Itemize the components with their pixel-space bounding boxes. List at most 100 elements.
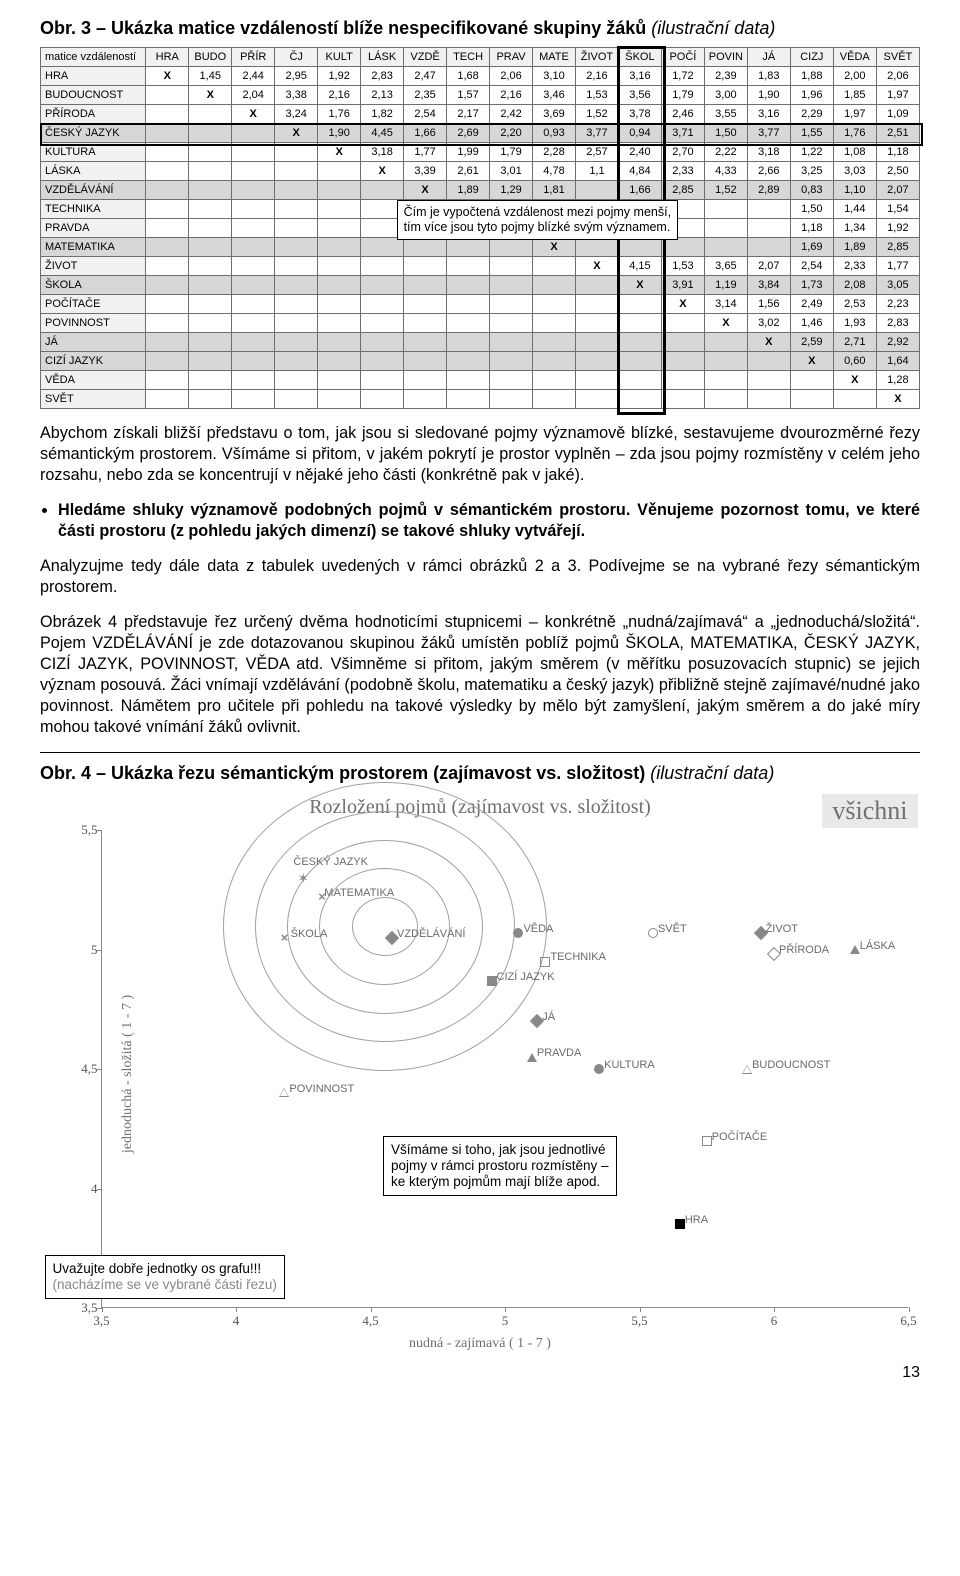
table-cell bbox=[704, 200, 747, 219]
table-cell: 2,47 bbox=[404, 67, 447, 86]
table-cell bbox=[490, 352, 533, 371]
table-cell: 3,56 bbox=[618, 86, 661, 105]
table-cell: 2,46 bbox=[661, 105, 704, 124]
paragraph-3: Obrázek 4 představuje řez určený dvěma h… bbox=[40, 612, 920, 738]
fig4-callout-inner: Všímáme si toho, jak jsou jednotlivé poj… bbox=[383, 1136, 617, 1196]
table-cell: X bbox=[275, 124, 318, 143]
table-cell: 1,85 bbox=[833, 86, 876, 105]
table-cell bbox=[361, 333, 404, 352]
data-point: ŽIVOT bbox=[756, 927, 766, 939]
table-cell: 2,53 bbox=[833, 295, 876, 314]
table-cell bbox=[747, 371, 790, 390]
xtick: 4,5 bbox=[362, 1313, 378, 1329]
table-cell bbox=[146, 200, 189, 219]
table-cell: 2,04 bbox=[232, 86, 275, 105]
data-point: ✶ČESKÝ JAZYK bbox=[297, 872, 309, 884]
table-cell: 3,84 bbox=[747, 276, 790, 295]
table-cell bbox=[447, 371, 490, 390]
chart-badge: všichni bbox=[822, 794, 917, 828]
table-cell: 1,97 bbox=[833, 105, 876, 124]
table-cell bbox=[318, 333, 361, 352]
table-cell bbox=[575, 238, 618, 257]
table-cell: 2,54 bbox=[404, 105, 447, 124]
table-cell bbox=[275, 257, 318, 276]
table-cell: 1,50 bbox=[704, 124, 747, 143]
table-cell: X bbox=[704, 314, 747, 333]
row-label: POČÍTAČE bbox=[41, 295, 146, 314]
table-cell: 1,66 bbox=[404, 124, 447, 143]
table-cell: X bbox=[747, 333, 790, 352]
table-cell: X bbox=[790, 352, 833, 371]
table-cell bbox=[575, 390, 618, 409]
table-cell bbox=[404, 314, 447, 333]
table-cell bbox=[704, 371, 747, 390]
data-point: BUDOUCNOST bbox=[742, 1063, 752, 1075]
table-cell bbox=[232, 276, 275, 295]
data-point: VZDĚLÁVÁNÍ bbox=[387, 932, 397, 944]
table-cell bbox=[661, 314, 704, 333]
ytick: 5,5 bbox=[72, 822, 98, 838]
table-cell bbox=[189, 143, 232, 162]
table-cell: 1,34 bbox=[833, 219, 876, 238]
col-header: SVĚT bbox=[876, 48, 919, 67]
ytick: 4 bbox=[72, 1181, 98, 1197]
row-label: BUDOUCNOST bbox=[41, 86, 146, 105]
table-cell bbox=[189, 219, 232, 238]
table-cell: 1,89 bbox=[833, 238, 876, 257]
col-header: POVIN bbox=[704, 48, 747, 67]
fig3-title-ital: (ilustrační data) bbox=[651, 18, 775, 38]
table-cell bbox=[747, 238, 790, 257]
data-point: ×ŠKOLA bbox=[281, 932, 289, 944]
table-cell: 3,77 bbox=[747, 124, 790, 143]
table-cell: 3,38 bbox=[275, 86, 318, 105]
table-cell bbox=[146, 276, 189, 295]
table-cell bbox=[189, 105, 232, 124]
table-cell: 1,28 bbox=[876, 371, 919, 390]
table-cell: 1,88 bbox=[790, 67, 833, 86]
table-cell: 1,55 bbox=[790, 124, 833, 143]
table-cell: X bbox=[318, 143, 361, 162]
table-cell: 1,56 bbox=[747, 295, 790, 314]
row-label: PRAVDA bbox=[41, 219, 146, 238]
table-cell: X bbox=[618, 276, 661, 295]
row-label: VZDĚLÁVÁNÍ bbox=[41, 181, 146, 200]
table-cell bbox=[275, 276, 318, 295]
table-cell: 3,71 bbox=[661, 124, 704, 143]
table-cell bbox=[318, 371, 361, 390]
table-cell bbox=[275, 143, 318, 162]
table-cell: X bbox=[575, 257, 618, 276]
row-label: SVĚT bbox=[41, 390, 146, 409]
table-cell: 0,60 bbox=[833, 352, 876, 371]
table-cell bbox=[490, 276, 533, 295]
data-point: JÁ bbox=[532, 1015, 542, 1027]
table-cell: 3,65 bbox=[704, 257, 747, 276]
table-cell: 2,07 bbox=[876, 181, 919, 200]
table-cell bbox=[361, 352, 404, 371]
table-cell: 1,90 bbox=[318, 124, 361, 143]
table-cell: X bbox=[876, 390, 919, 409]
table-cell: 2,16 bbox=[490, 86, 533, 105]
table-cell bbox=[275, 238, 318, 257]
table-cell bbox=[189, 390, 232, 409]
table-cell: 3,78 bbox=[618, 105, 661, 124]
table-cell: 3,46 bbox=[533, 86, 576, 105]
table-cell: 1,29 bbox=[490, 181, 533, 200]
table-cell: 2,07 bbox=[747, 257, 790, 276]
table-cell bbox=[275, 162, 318, 181]
table-cell: 3,03 bbox=[833, 162, 876, 181]
table-cell bbox=[404, 352, 447, 371]
table-cell bbox=[275, 314, 318, 333]
table-cell bbox=[275, 333, 318, 352]
row-label: HRA bbox=[41, 67, 146, 86]
table-cell bbox=[189, 352, 232, 371]
table-cell: 1,72 bbox=[661, 67, 704, 86]
col-header: CIZJ bbox=[790, 48, 833, 67]
row-label: ČESKÝ JAZYK bbox=[41, 124, 146, 143]
table-cell bbox=[704, 352, 747, 371]
table-cell bbox=[490, 371, 533, 390]
fig3-title-bold: Ukázka matice vzdáleností blíže nespecif… bbox=[111, 18, 646, 38]
table-cell bbox=[232, 333, 275, 352]
row-label: JÁ bbox=[41, 333, 146, 352]
table-cell bbox=[146, 295, 189, 314]
table-cell: 4,78 bbox=[533, 162, 576, 181]
